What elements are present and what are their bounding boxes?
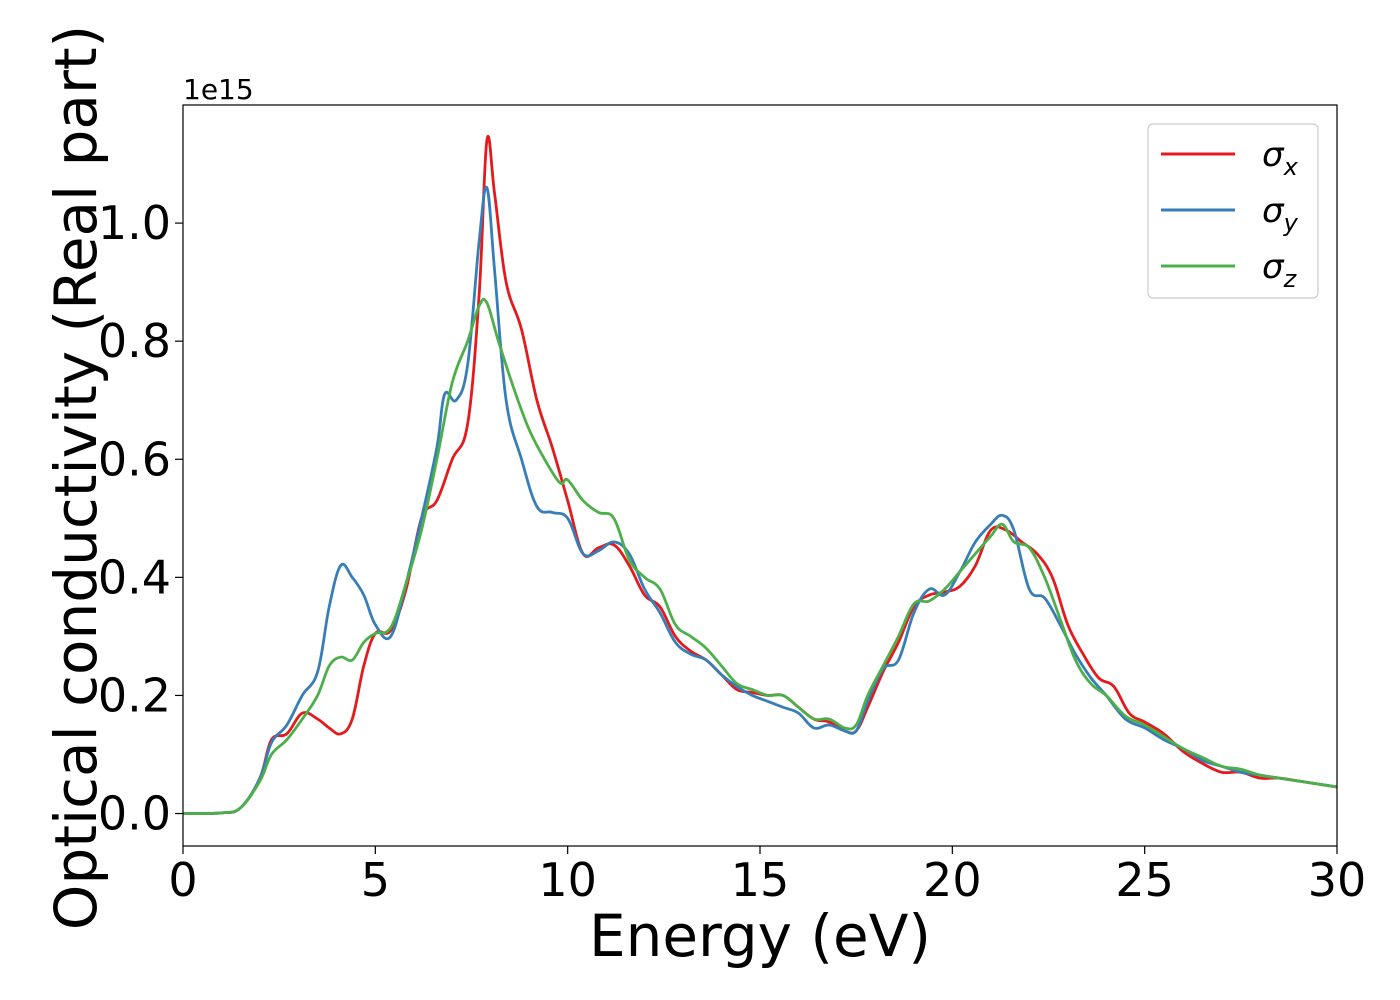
legend-symbol: σ xyxy=(1262,135,1285,175)
legend-item-sigma-y: σy xyxy=(1161,191,1299,237)
x-tick-label: 25 xyxy=(1115,853,1174,907)
x-tick-label: 10 xyxy=(538,853,597,907)
x-axis-ticks: 0 5 10 15 20 25 30 xyxy=(168,846,1366,907)
y-tick-label: 0.8 xyxy=(98,314,171,368)
legend-item-sigma-x: σx xyxy=(1161,135,1299,181)
x-tick-label: 15 xyxy=(731,853,790,907)
legend-label: σx xyxy=(1262,135,1299,181)
series-layer xyxy=(183,135,1337,815)
x-tick-label: 20 xyxy=(923,853,982,907)
y-tick-label: 0.0 xyxy=(98,787,171,841)
x-tick-label: 30 xyxy=(1308,853,1367,907)
legend-label: σy xyxy=(1262,191,1299,237)
series-line-sigma-y xyxy=(183,185,1337,815)
legend-symbol: σ xyxy=(1262,247,1285,287)
legend-item-sigma-z: σz xyxy=(1161,247,1298,293)
x-tick-label: 5 xyxy=(361,853,390,907)
series-line-sigma-z xyxy=(183,297,1337,815)
legend-subscript: x xyxy=(1283,153,1299,181)
legend-subscript: y xyxy=(1283,209,1299,237)
x-axis-label: Energy (eV) xyxy=(589,902,931,970)
legend-subscript: z xyxy=(1283,265,1298,293)
y-tick-label: 0.2 xyxy=(98,668,171,722)
legend-symbol: σ xyxy=(1262,191,1285,231)
y-axis-label: Optical conductivity (Real part) xyxy=(42,25,110,930)
y-tick-label: 1.0 xyxy=(98,196,171,250)
x-tick-label: 0 xyxy=(168,853,197,907)
y-axis-offset-label: 1e15 xyxy=(183,73,254,106)
y-axis-ticks: 0.0 0.2 0.4 0.6 0.8 1.0 xyxy=(98,196,183,841)
legend-label: σz xyxy=(1262,247,1298,293)
y-tick-label: 0.6 xyxy=(98,432,171,486)
y-tick-label: 0.4 xyxy=(98,550,171,604)
